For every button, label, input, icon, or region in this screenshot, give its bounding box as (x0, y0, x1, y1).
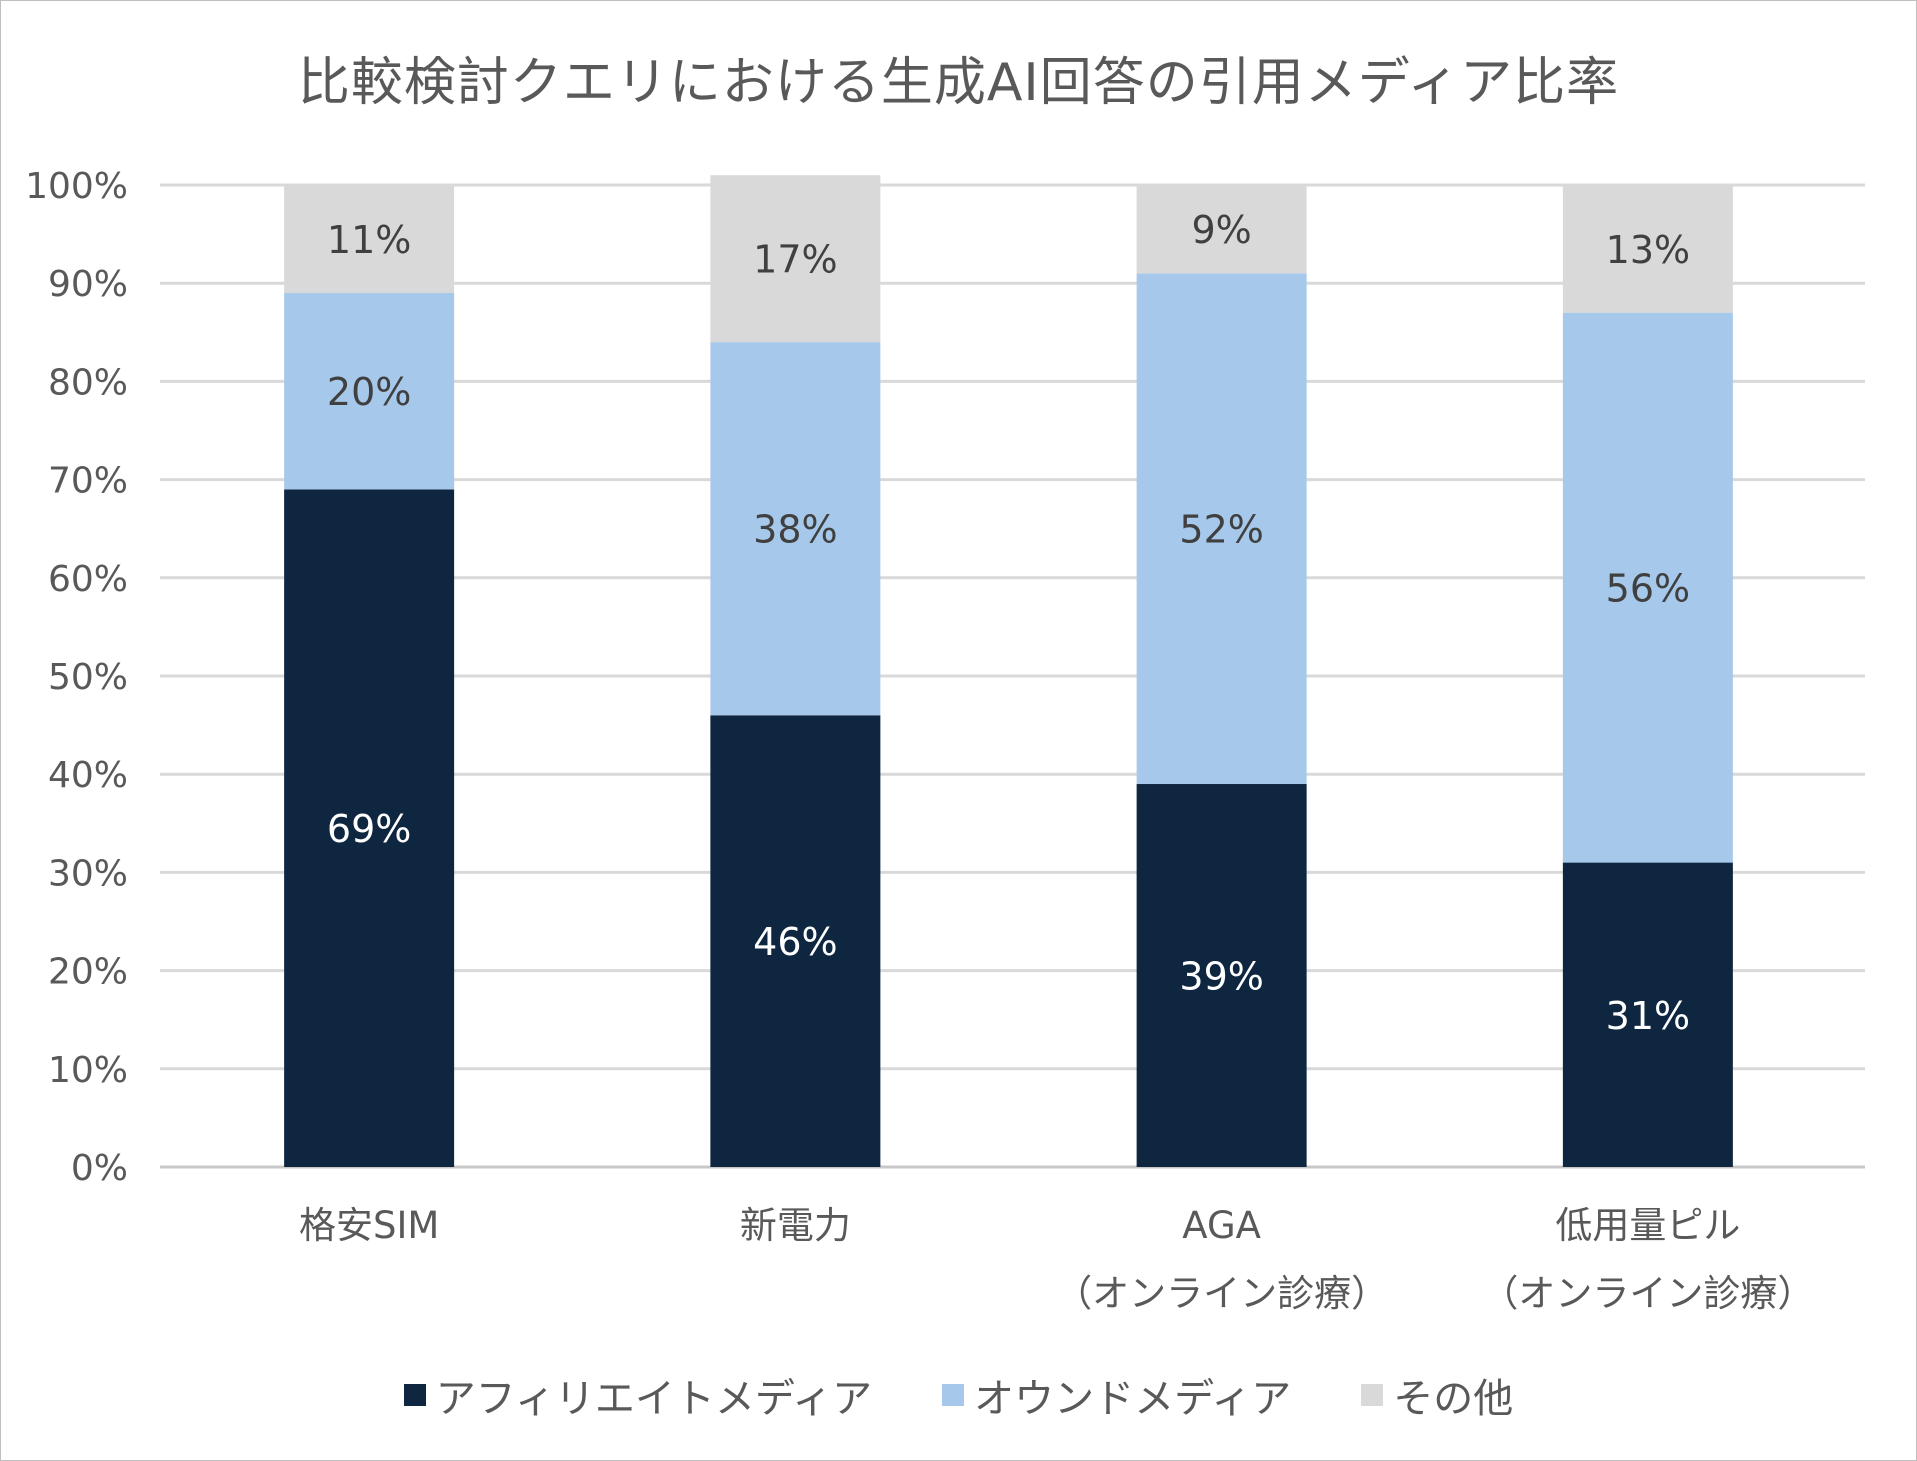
data-label: 31% (1606, 994, 1690, 1038)
data-label: 11% (327, 218, 411, 262)
data-label: 17% (753, 238, 837, 282)
legend-swatch (403, 1384, 426, 1406)
x-category-label: 新電力 (740, 1204, 851, 1247)
y-tick-label: 30% (48, 853, 128, 894)
legend-item: その他 (1361, 1366, 1513, 1424)
bar-segment (710, 715, 881, 1167)
data-label: 46% (753, 920, 837, 964)
x-category-label: AGA (1182, 1204, 1261, 1247)
y-tick-label: 50% (48, 657, 128, 698)
data-label: 20% (327, 370, 411, 414)
bar-segment (1562, 185, 1733, 313)
y-tick-label: 20% (48, 952, 128, 993)
bar-segment (1136, 784, 1307, 1167)
y-tick-label: 70% (48, 461, 128, 502)
x-category-label: 低用量ピル (1555, 1204, 1740, 1247)
bar-segment (284, 185, 455, 294)
data-label: 69% (327, 807, 411, 851)
y-tick-label: 80% (48, 362, 128, 403)
y-tick-label: 100% (25, 166, 128, 207)
legend-label: その他 (1393, 1376, 1514, 1422)
legend-label: オウンドメディア (974, 1376, 1292, 1422)
y-tick-label: 90% (48, 264, 128, 305)
y-tick-label: 40% (48, 755, 128, 796)
bar-segment (284, 293, 455, 490)
y-tick-label: 0% (71, 1148, 128, 1189)
bar-segment (1136, 185, 1307, 274)
bar-segment (1136, 273, 1307, 785)
data-label: 52% (1179, 508, 1263, 552)
legend-item: アフィリエイトメディア (403, 1366, 873, 1424)
chart-title: 比較検討クエリにおける生成AI回答の引用メディア比率 (297, 53, 1620, 113)
data-label: 13% (1606, 228, 1690, 272)
data-label: 38% (753, 508, 837, 552)
legend-swatch (1361, 1384, 1384, 1406)
data-label: 56% (1606, 567, 1690, 611)
data-label: 9% (1191, 208, 1251, 252)
legend-label: アフィリエイトメディア (435, 1376, 873, 1422)
legend-swatch (942, 1384, 965, 1406)
bar-segment (1562, 312, 1733, 863)
data-label: 39% (1179, 955, 1263, 999)
legend-item: オウンドメディア (942, 1366, 1291, 1424)
bar-segment (284, 489, 455, 1167)
legend: アフィリエイトメディア オウンドメディア その他 (0, 1366, 1917, 1424)
x-category-label: 格安SIM (299, 1204, 439, 1247)
y-tick-label: 10% (48, 1050, 128, 1091)
bar-segment (710, 175, 881, 343)
bar-segment (710, 342, 881, 716)
x-category-label: （オンライン診療） (1481, 1272, 1814, 1315)
x-category-label: （オンライン診療） (1055, 1272, 1388, 1315)
bar-segment (1562, 862, 1733, 1167)
y-tick-label: 60% (48, 559, 128, 600)
